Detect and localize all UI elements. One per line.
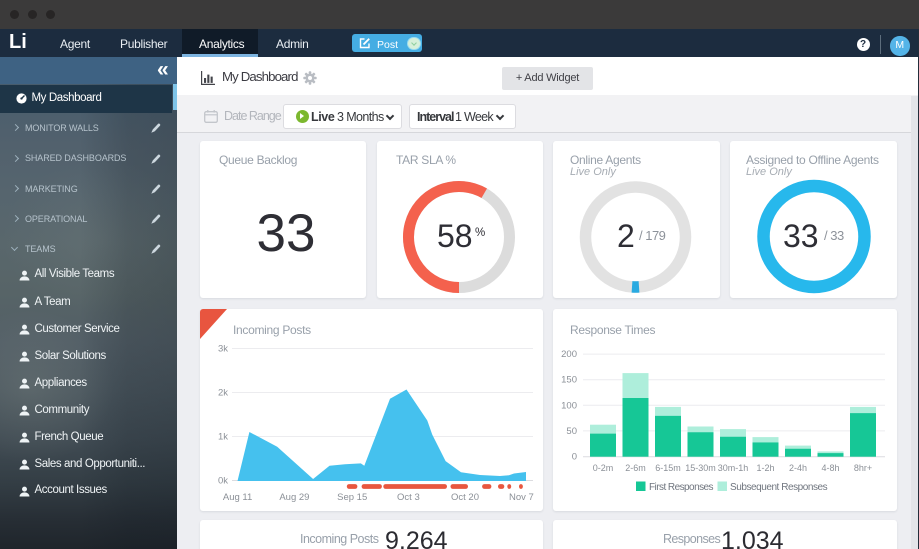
svg-text:0: 0 xyxy=(572,451,577,462)
svg-text:100: 100 xyxy=(561,400,577,411)
svg-text:Nov 7: Nov 7 xyxy=(509,492,534,503)
svg-text:50: 50 xyxy=(566,425,577,436)
svg-text:30m-1h: 30m-1h xyxy=(718,463,749,473)
svg-text:150: 150 xyxy=(561,374,577,385)
svg-text:0-2m: 0-2m xyxy=(593,463,614,473)
svg-text:4-8h: 4-8h xyxy=(821,463,839,473)
svg-text:3k: 3k xyxy=(218,343,228,354)
svg-text:Oct 3: Oct 3 xyxy=(397,492,420,503)
svg-text:1k: 1k xyxy=(218,431,228,442)
svg-text:Sep 15: Sep 15 xyxy=(337,492,367,503)
svg-text:First Responses: First Responses xyxy=(649,482,714,493)
svg-text:1-2h: 1-2h xyxy=(756,463,774,473)
svg-text:2-4h: 2-4h xyxy=(789,463,807,473)
svg-text:2k: 2k xyxy=(218,387,228,398)
svg-text:8hr+: 8hr+ xyxy=(854,463,872,473)
svg-text:Aug 11: Aug 11 xyxy=(223,492,252,503)
svg-text:Oct 20: Oct 20 xyxy=(451,492,479,503)
svg-text:Subsequent Responses: Subsequent Responses xyxy=(730,482,828,493)
svg-text:2-6m: 2-6m xyxy=(625,463,646,473)
svg-text:0k: 0k xyxy=(218,475,228,486)
svg-text:Aug 29: Aug 29 xyxy=(279,492,309,503)
svg-text:15-30m: 15-30m xyxy=(685,463,716,473)
svg-text:6-15m: 6-15m xyxy=(655,463,681,473)
svg-text:200: 200 xyxy=(561,349,577,360)
